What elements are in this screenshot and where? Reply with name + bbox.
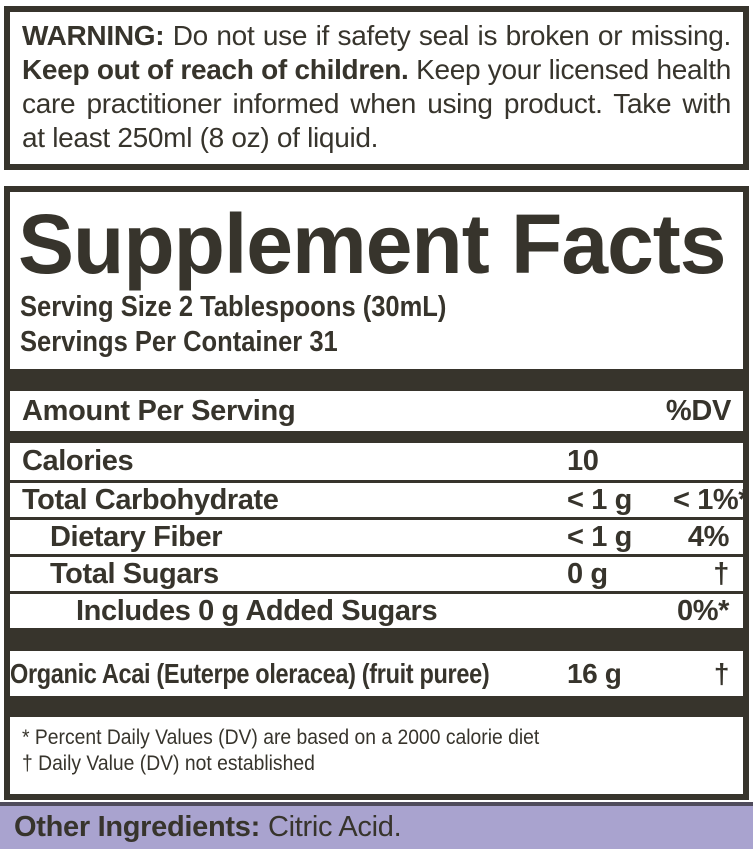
other-ingredients-strip: Other Ingredients: Citric Acid. xyxy=(0,802,753,849)
other-ingredients-value: Citric Acid. xyxy=(267,811,402,843)
warning-text-seal: Do not use if safety seal is broken or m… xyxy=(172,20,732,51)
divider-bar-thick-top xyxy=(10,369,743,391)
row-name: Total Sugars xyxy=(50,557,219,590)
supplement-facts-title: Supplement Facts xyxy=(18,197,726,291)
footnotes: * Percent Daily Values (DV) are based on… xyxy=(10,717,743,777)
warning-box: WARNING: Do not use if safety seal is br… xyxy=(4,6,749,170)
row-amount: 10 xyxy=(567,445,599,477)
table-row: Total Carbohydrate < 1 g < 1%* xyxy=(10,480,743,517)
nutrient-rows: Calories 10 Total Carbohydrate < 1 g < 1%* Di… xyxy=(10,443,743,628)
amount-per-serving-header: Amount Per Serving %DV xyxy=(10,391,743,431)
supplement-facts-panel: Supplement Facts Serving Size 2 Tablespo… xyxy=(4,186,749,800)
servings-per-container-text: Servings Per Container 31 xyxy=(20,326,338,358)
row-amount: < 1 g xyxy=(567,520,632,553)
warning-bold-seal: WARNING: xyxy=(22,20,165,51)
table-row: Dietary Fiber < 1 g 4% xyxy=(10,517,743,554)
other-ingredients-label: Other Ingredients: xyxy=(14,811,260,843)
row-amount: 0 g xyxy=(567,557,608,590)
divider-bar-above-footnotes xyxy=(10,696,743,717)
table-row: Calories 10 xyxy=(10,443,743,480)
footnote-percent-dv: * Percent Daily Values (DV) are based on… xyxy=(22,725,731,751)
table-row: Includes 0 g Added Sugars 0%* xyxy=(10,591,743,628)
row-dv: † xyxy=(713,557,729,590)
row-name: Organic Acai (Euterpe oleracea) (fruit p… xyxy=(10,657,490,689)
row-dv: 4% xyxy=(687,520,730,553)
row-amount: 16 g xyxy=(567,657,622,689)
footnote-dagger: † Daily Value (DV) not established xyxy=(22,751,731,777)
serving-size-text: Serving Size 2 Tablespoons (30mL) xyxy=(20,291,447,323)
serving-size-line: Serving Size 2 Tablespoons (30mL) xyxy=(20,290,733,325)
row-dv: † xyxy=(713,657,730,689)
warning-bold-children: Keep out of reach of children. xyxy=(22,54,409,85)
footnote-text: † Daily Value (DV) not established xyxy=(22,752,315,775)
row-name: Total Carbohydrate xyxy=(22,483,279,516)
amount-per-serving-label: Amount Per Serving xyxy=(22,394,296,427)
row-amount: < 1 g xyxy=(567,483,632,516)
row-dv: < 1%* xyxy=(673,483,749,516)
divider-bar-under-header xyxy=(10,431,743,443)
row-name: Dietary Fiber xyxy=(50,520,223,553)
table-row-organic-acai: Organic Acai (Euterpe oleracea) (fruit p… xyxy=(10,651,743,696)
row-dv: 0%* xyxy=(677,594,729,627)
row-name: Calories xyxy=(22,445,134,477)
footnote-text: * Percent Daily Values (DV) are based on… xyxy=(22,726,540,749)
row-name: Includes 0 g Added Sugars xyxy=(76,594,438,627)
table-row: Total Sugars 0 g † xyxy=(10,554,743,591)
warning-text-practitioner: Keep your licensed health care practitio… xyxy=(22,54,731,153)
percent-dv-label: %DV xyxy=(665,394,731,427)
divider-bar-above-ingredient xyxy=(10,628,743,651)
servings-per-container-line: Servings Per Container 31 xyxy=(20,325,733,360)
